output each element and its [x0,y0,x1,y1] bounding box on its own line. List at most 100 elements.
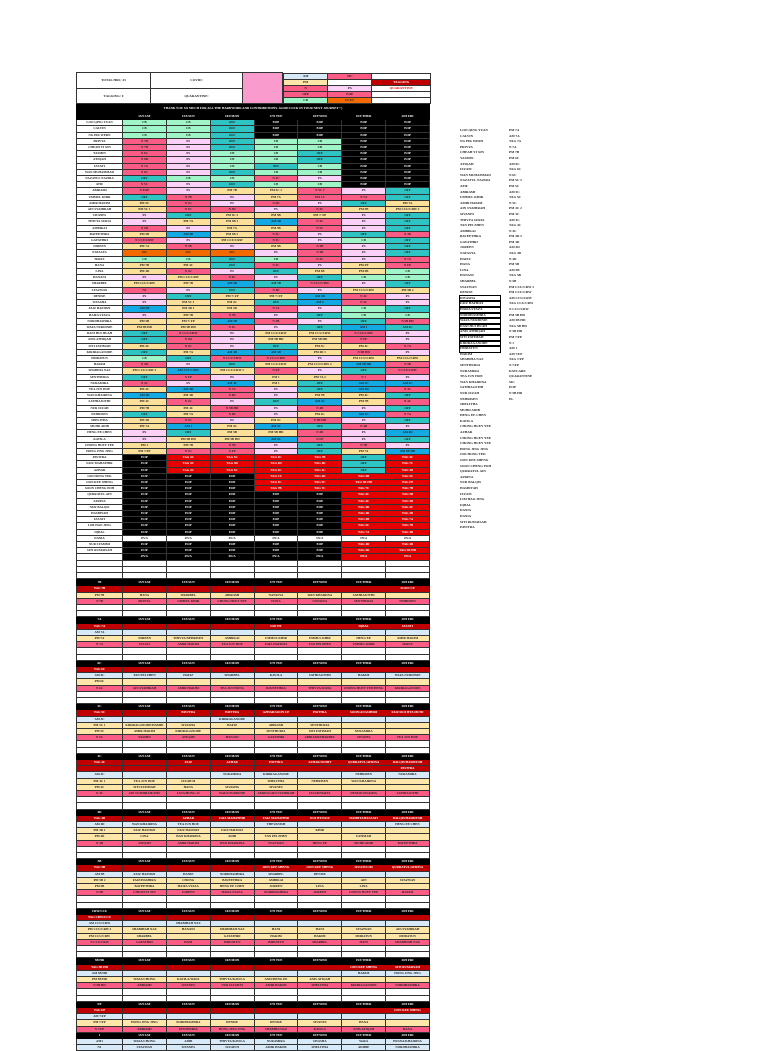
shift-cell[interactable]: OFF [385,305,430,313]
shift-cell[interactable]: TAG 4C [385,503,430,512]
shift-cell[interactable]: EOP [385,150,430,158]
shift-cell[interactable]: PS [385,336,430,344]
shift-cell[interactable]: TAG 7C [385,460,430,468]
shift-cell[interactable]: N 4C [385,385,430,394]
assignment-cell[interactable]: OON KEE SHENG [385,1006,430,1015]
assignment-cell[interactable]: FAIZ/OOI HT/LIM HJ [385,709,430,717]
shift-cell[interactable]: TAG 5B [385,491,430,499]
assignment-cell[interactable]: SYAZWAN [385,876,430,884]
assignment-cell[interactable]: HENG EE CHEN [385,820,430,829]
shift-cell[interactable]: OFF [385,218,430,226]
shift-cell[interactable]: TAG 4D [385,509,430,518]
shift-cell[interactable]: TAG 4D [385,466,430,474]
shift-cell[interactable]: TAG 4C [385,454,430,462]
assignment-cell[interactable]: SIVANES [165,1044,211,1051]
assignment-cell[interactable]: WAFA NURDINIE [385,672,430,680]
assignment-cell[interactable]: PAVITRA [385,765,430,773]
shift-cell[interactable]: PS [385,292,430,301]
shift-cell[interactable]: #N/A [385,534,430,543]
shift-cell[interactable]: OFF [385,224,430,232]
assignment-cell[interactable]: NURAMIRA [385,771,430,779]
shift-cell[interactable]: CB [385,268,430,276]
assignment-cell[interactable]: SATHIAJOTHI [385,789,430,798]
shift-cell[interactable]: TAG 5B HD [385,547,430,555]
shift-cell[interactable]: EOP [385,156,430,164]
shift-cell[interactable]: AM 4C [385,379,430,387]
assignment-cell[interactable]: BALQIS/HASBIYAH [385,758,430,767]
shift-cell[interactable]: CB [385,274,430,282]
shift-cell[interactable]: PM CCU/CRW 2 [385,206,430,214]
shift-cell[interactable]: N CCU/CRW [385,367,430,375]
shift-cell[interactable]: AM 4D [385,429,430,437]
assignment-cell[interactable]: QURRATUL/AFRINA [341,758,387,767]
assignment-cell[interactable]: BAVEETHRA [385,839,430,847]
shift-cell[interactable]: OFF [385,187,430,195]
assignment-cell[interactable]: SOON CP [385,585,430,593]
assignment-cell[interactable]: AIN SYAHIRAH/ATIF [122,789,167,798]
shift-cell[interactable]: EOP [385,119,430,127]
shift-cell[interactable]: TAG 7B [385,522,430,530]
assignment-cell[interactable]: KIRIRAGANODE/HAMID [122,721,167,729]
shift-cell[interactable]: TAG 4D [385,540,430,549]
shift-cell[interactable]: PM CCU/CRW [385,354,430,363]
assignment-cell[interactable]: SHELITHA [297,1044,343,1051]
shift-cell[interactable]: N FP [385,261,430,270]
shift-cell[interactable]: PS [385,373,430,381]
shift-cell[interactable]: PS [385,330,430,338]
shift-cell[interactable]: N 4D [385,230,430,239]
shift-cell[interactable]: EOP [385,168,430,177]
shift-cell[interactable]: EOP [385,181,430,189]
assignment-cell[interactable]: NORDHASHIRA [385,1044,430,1051]
assignment-cell[interactable]: AMIR HAKIM [253,1044,299,1051]
shift-cell[interactable]: PM 5B 2 [385,286,430,294]
shift-cell[interactable]: N 4C [385,398,430,406]
assignment-cell[interactable]: IZZATI [385,622,430,630]
assignment-cell[interactable]: SITI RUMAISAH [385,963,430,971]
shift-cell[interactable]: EOP [385,175,430,183]
shift-cell[interactable]: OFF [385,280,430,288]
shift-cell[interactable]: OFF [385,435,430,443]
shift-cell[interactable]: OFF [385,392,430,400]
shift-cell[interactable]: TAG FP [385,478,430,487]
shift-cell[interactable]: EOP [385,137,430,146]
assignment-cell[interactable]: TEA JUN HOE [385,734,430,742]
shift-cell[interactable]: EOP [385,162,430,170]
assignment-cell[interactable]: HAKIM [385,889,430,897]
assignment-cell[interactable]: BALQIS/HASBIYAH [385,814,430,822]
shift-cell[interactable]: OFF [385,212,430,220]
assignment-cell[interactable]: SYAZWAN [122,1044,167,1051]
shift-cell[interactable]: AM 4C [385,323,430,332]
assignment-cell[interactable]: HAFIZ [385,641,430,649]
assignment-cell[interactable]: QURRATUL/AFRINA [385,864,430,872]
shift-cell[interactable]: OFF [385,193,430,201]
shift-cell[interactable]: PM 7A [385,199,430,208]
shift-cell[interactable]: OFF [385,404,430,412]
shift-cell[interactable]: TAG 5C [385,472,430,481]
shift-cell[interactable]: N 5B HD [385,317,430,325]
shift-cell[interactable]: TAG 5B [385,497,430,505]
shift-cell[interactable]: OFF [385,416,430,425]
assignment-cell[interactable]: SHABIHAH NAZ [385,938,430,946]
shift-cell[interactable]: EOP [385,143,430,152]
assignment-cell[interactable]: KIRIRAGANODE [385,684,430,692]
assignment-cell[interactable]: AFRINA/AIN SYAHIRAH [253,789,299,798]
assignment-cell[interactable]: ADIBIE [341,1044,387,1051]
shift-cell[interactable]: PS [385,423,430,431]
shift-cell[interactable]: AM 5B HD [385,447,430,456]
shift-cell[interactable]: #N/A [385,553,430,561]
assignment-cell[interactable]: NEHRISEN [385,597,430,606]
shift-cell[interactable]: OFF [385,249,430,257]
shift-cell[interactable]: OFF [385,243,430,251]
assignment-cell[interactable]: NORDHASHIRA [385,982,430,990]
shift-cell[interactable]: OFF [385,237,430,245]
assignment-cell[interactable]: CHONG HUEY YEE/HENG [341,684,387,692]
shift-cell[interactable]: CB [385,311,430,319]
shift-cell[interactable]: PS [385,441,430,449]
shift-cell[interactable]: EOP [385,131,430,139]
shift-cell[interactable]: TAG 7B [385,485,430,493]
shift-cell[interactable]: TAG 4D [385,528,430,536]
shift-cell[interactable]: N 7A [385,255,430,263]
shift-cell[interactable]: EOP [385,125,430,133]
shift-cell[interactable]: N 7A [385,342,430,350]
shift-cell[interactable]: PS [385,299,430,307]
